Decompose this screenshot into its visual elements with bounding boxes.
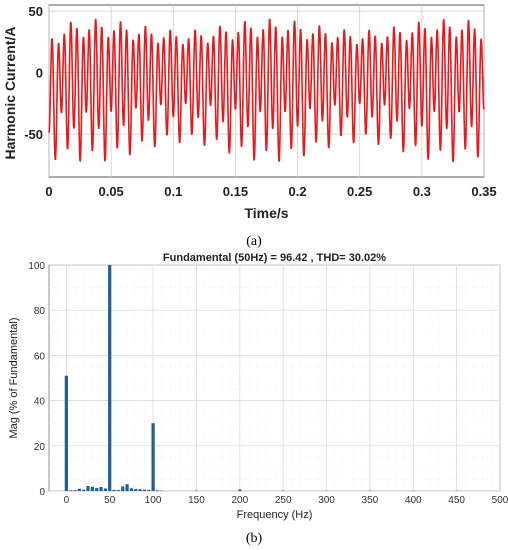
chart-a-x-tick-label: 0.1 (164, 184, 182, 199)
chart-b-bar (116, 490, 120, 491)
chart-b-x-tick-label: 200 (231, 495, 248, 506)
chart-b-xlabel: Frequency (Hz) (237, 509, 313, 521)
chart-a-x-tick-label: 0.2 (289, 184, 307, 199)
chart-b-x-tick-label: 50 (104, 495, 116, 506)
chart-b-bar (64, 375, 68, 491)
chart-b-bar (155, 490, 160, 491)
chart-a-ylabel: Harmonic Current/A (2, 26, 18, 159)
chart-b-x-ticks: 0 50 100 150 200 250 300 350 400 450 500 (64, 495, 508, 506)
chart-a-y-tick-label: 50 (29, 4, 43, 19)
chart-b-bar (125, 484, 129, 491)
chart-b-y-ticks: 0 20 40 60 80 100 (28, 261, 45, 498)
chart-b-x-tick-label: 150 (188, 495, 205, 506)
chart-b-bar (134, 488, 138, 491)
chart-b-x-tick-label: 250 (275, 495, 292, 506)
chart-b-grid (49, 264, 501, 492)
chart-b-bar (142, 489, 146, 491)
chart-b-x-tick-label: 500 (492, 495, 508, 506)
chart-a-x-tick-label: 0.3 (413, 184, 431, 199)
chart-b-bars (64, 265, 459, 491)
chart-b-bar (112, 489, 116, 491)
chart-b-x-tick-label: 300 (318, 495, 335, 506)
chart-a-panel-label: (a) (246, 234, 262, 249)
chart-b-bar (95, 488, 99, 491)
chart-b-panel-label: (b) (246, 531, 263, 546)
chart-b-bar (147, 489, 151, 491)
chart-b-bar (73, 490, 77, 491)
chart-b-bar (138, 489, 142, 491)
chart-b-bar (77, 488, 81, 491)
chart-b-bar (86, 486, 90, 491)
chart-a-x-ticks: 0 0.05 0.1 0.15 0.2 0.25 0.3 0.35 (45, 184, 496, 199)
chart-a-series-line (48, 18, 485, 163)
chart-a-xlabel: Time/s (244, 205, 288, 221)
chart-b-bar (99, 486, 103, 491)
chart-b: Fundamental (50Hz) = 96.42 , THD= 30.02%… (8, 252, 508, 546)
chart-b-bar (121, 486, 125, 491)
chart-b-y-tick-label: 20 (34, 442, 46, 453)
chart-b-bar (82, 489, 86, 491)
chart-a-x-tick-label: 0.05 (98, 184, 123, 199)
chart-b-x-tick-label: 450 (448, 495, 465, 506)
chart-b-y-tick-label: 80 (34, 306, 46, 317)
chart-b-bar (151, 423, 155, 491)
chart-b-y-tick-label: 100 (28, 261, 45, 272)
chart-b-x-tick-label: 400 (405, 495, 422, 506)
chart-b-bar (108, 265, 112, 491)
chart-a-x-tick-label: 0.35 (471, 184, 496, 199)
chart-b-x-tick-label: 0 (64, 495, 70, 506)
chart-b-y-tick-label: 60 (34, 351, 46, 362)
chart-b-bar (69, 490, 73, 491)
chart-b-y-tick-label: 40 (34, 397, 46, 408)
chart-a-x-tick-label: 0.15 (223, 184, 248, 199)
chart-b-bar (103, 488, 107, 491)
chart-a: 0 0.05 0.1 0.15 0.2 0.25 0.3 0.35 50 0 -50 Time/s… (2, 4, 497, 249)
chart-a-y-ticks: 50 0 -50 (24, 4, 43, 142)
chart-b-bar (238, 489, 242, 491)
chart-b-bar (90, 486, 94, 491)
chart-a-x-tick-label: 0.25 (347, 184, 372, 199)
chart-b-y-tick-label: 0 (39, 487, 45, 498)
chart-a-x-tick-label: 0 (45, 184, 52, 199)
chart-b-x-tick-label: 350 (362, 495, 379, 506)
chart-a-y-tick-label: 0 (36, 66, 43, 81)
chart-b-title: Fundamental (50Hz) = 96.42 , THD= 30.02% (163, 252, 386, 264)
chart-b-bar (129, 488, 133, 491)
chart-a-y-tick-label: -50 (24, 127, 43, 142)
chart-b-x-tick-label: 100 (145, 495, 162, 506)
chart-b-ylabel: Mag (% of Fundamental) (8, 317, 20, 438)
